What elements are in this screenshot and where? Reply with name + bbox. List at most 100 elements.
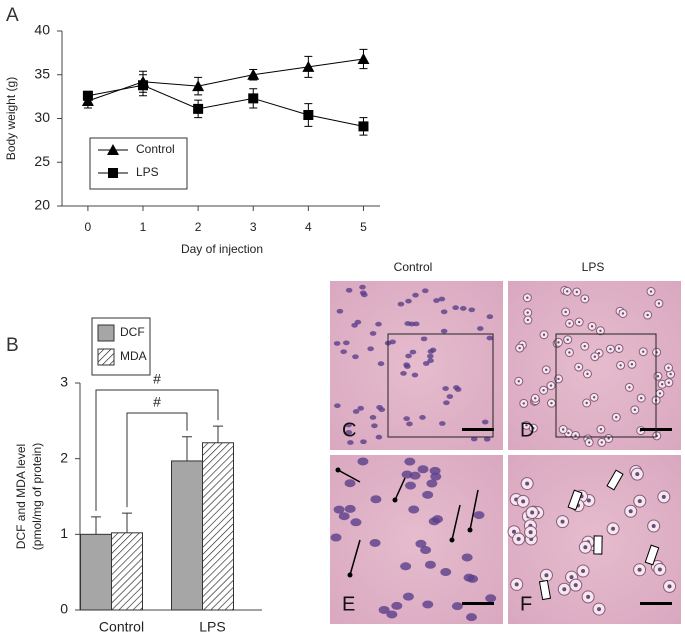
cell bbox=[338, 512, 350, 521]
cell bbox=[354, 319, 362, 325]
cell bbox=[440, 568, 452, 577]
cell bbox=[344, 479, 356, 488]
nucleus bbox=[526, 296, 529, 299]
nucleus bbox=[628, 509, 633, 514]
significance-bracket bbox=[126, 412, 188, 508]
nucleus bbox=[525, 424, 528, 427]
nucleus bbox=[607, 437, 610, 440]
cell bbox=[345, 422, 352, 428]
nucleus bbox=[550, 401, 553, 405]
y-tick-label: 40 bbox=[34, 22, 50, 38]
marker bbox=[108, 168, 118, 178]
x-tick-label: 5 bbox=[360, 220, 367, 234]
nucleus bbox=[542, 333, 546, 336]
nucleus bbox=[532, 426, 535, 430]
nucleus bbox=[560, 519, 565, 524]
nucleus bbox=[667, 381, 671, 384]
x-axis-label: Day of injection bbox=[181, 242, 263, 256]
y-tick-label: 0 bbox=[60, 601, 68, 617]
cell bbox=[453, 385, 460, 390]
panel-letter: D bbox=[520, 419, 534, 441]
cell bbox=[451, 602, 463, 611]
open-arrow bbox=[538, 579, 552, 601]
marker bbox=[82, 90, 93, 101]
y-axis-label: Body weight (g) bbox=[4, 77, 18, 160]
nucleus bbox=[557, 341, 560, 344]
marker bbox=[193, 103, 204, 114]
cell bbox=[402, 592, 414, 601]
nucleus bbox=[530, 510, 535, 515]
arrow-head bbox=[392, 497, 398, 503]
cell bbox=[411, 372, 419, 378]
arrow-head bbox=[335, 467, 341, 473]
cell bbox=[420, 546, 432, 555]
cell bbox=[427, 358, 434, 364]
cell bbox=[459, 306, 467, 311]
nucleus bbox=[583, 345, 586, 348]
cell bbox=[400, 562, 412, 571]
bar bbox=[111, 532, 143, 611]
legend-swatch bbox=[97, 324, 115, 342]
cell bbox=[422, 361, 430, 366]
x-tick-label: 0 bbox=[85, 220, 92, 234]
cell bbox=[367, 346, 374, 352]
cell bbox=[486, 335, 494, 341]
nucleus bbox=[617, 347, 621, 350]
nucleus bbox=[621, 312, 625, 315]
marker bbox=[248, 93, 259, 104]
cell bbox=[391, 601, 403, 610]
nucleus bbox=[609, 347, 612, 351]
legend-swatch bbox=[97, 348, 115, 366]
x-tick-label: 3 bbox=[250, 220, 257, 234]
arrow-head bbox=[467, 527, 473, 533]
nucleus bbox=[633, 408, 637, 412]
cell bbox=[352, 354, 359, 360]
cell bbox=[369, 538, 381, 547]
nucleus bbox=[528, 530, 533, 535]
line bbox=[87, 84, 364, 127]
nucleus bbox=[514, 582, 519, 587]
micrograph bbox=[330, 455, 503, 624]
cell bbox=[397, 301, 405, 307]
cell bbox=[446, 394, 454, 399]
nucleus bbox=[599, 329, 602, 333]
cell bbox=[476, 326, 484, 331]
nucleus bbox=[661, 494, 666, 499]
cell bbox=[386, 610, 398, 619]
cell bbox=[424, 560, 436, 569]
nucleus bbox=[574, 434, 577, 437]
cell bbox=[408, 505, 420, 514]
nucleus bbox=[628, 386, 631, 389]
marker bbox=[358, 121, 369, 132]
nucleus bbox=[577, 320, 581, 324]
error-bar bbox=[182, 436, 192, 461]
nucleus bbox=[585, 401, 588, 405]
cell bbox=[375, 434, 383, 440]
nucleus bbox=[649, 290, 653, 293]
nucleus bbox=[567, 431, 570, 435]
nucleus bbox=[542, 389, 545, 392]
arrow bbox=[337, 469, 361, 483]
cell bbox=[330, 533, 342, 542]
nucleus bbox=[651, 524, 656, 529]
cell bbox=[347, 440, 354, 445]
nucleus bbox=[512, 529, 517, 534]
annotation: # bbox=[153, 394, 161, 410]
annotation: # bbox=[153, 371, 161, 387]
y-axis-label: (pmol/mg of protein) bbox=[30, 443, 44, 550]
nucleus bbox=[656, 375, 660, 378]
cell bbox=[350, 518, 362, 527]
column-header: Control bbox=[394, 260, 433, 274]
nucleus bbox=[592, 396, 596, 399]
cell bbox=[443, 400, 450, 406]
nucleus bbox=[583, 545, 588, 550]
cell bbox=[404, 457, 416, 466]
cell bbox=[408, 321, 416, 327]
cell bbox=[403, 362, 410, 368]
arrow bbox=[349, 539, 361, 576]
nucleus bbox=[637, 567, 642, 572]
nucleus bbox=[593, 355, 597, 358]
arrow bbox=[394, 477, 406, 501]
nucleus bbox=[597, 607, 602, 612]
